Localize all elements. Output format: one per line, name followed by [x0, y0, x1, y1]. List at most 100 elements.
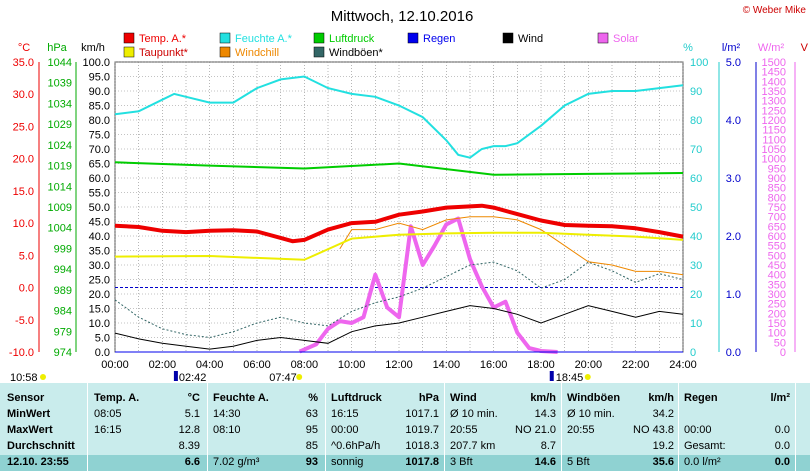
moonset-label: 10:58 [10, 372, 38, 383]
hum-tick: 30 [690, 260, 702, 272]
hum-time: 14:30 [213, 408, 241, 420]
solar-tick: 350 [768, 279, 786, 291]
legend-swatch [597, 32, 609, 44]
hum-unit: % [683, 42, 693, 54]
press-time: 16:15 [331, 408, 359, 420]
wind-dir: NO 21.0 [515, 424, 556, 436]
solar-tick: 550 [768, 241, 786, 253]
x-tick-label: 02:00 [149, 359, 177, 371]
solar-tick: 650 [768, 221, 786, 233]
x-tick-label: 20:00 [575, 359, 603, 371]
temp-value: 5.1 [184, 408, 200, 420]
rain-value: 0.0 [774, 440, 790, 452]
hum-time: 08:10 [213, 424, 241, 436]
header-hum: Feuchte A. [213, 392, 269, 404]
solar-tick: 50 [774, 337, 786, 349]
solar-tick: 1000 [762, 154, 786, 166]
press-tick: 1034 [48, 98, 72, 110]
solar-tick: 500 [768, 250, 786, 262]
current-row-bg [0, 455, 810, 471]
solar-tick: 1500 [762, 57, 786, 69]
hum-tick: 90 [690, 86, 702, 98]
press-tick: 984 [54, 306, 72, 318]
x-tick-label: 16:00 [480, 359, 508, 371]
solar-tick: 900 [768, 173, 786, 185]
press-tick: 974 [54, 347, 72, 359]
x-tick-label: 18:00 [527, 359, 555, 371]
hum-tick: 20 [690, 289, 702, 301]
legend-label: Luftdruck [329, 33, 375, 45]
temp-value: 6.6 [184, 456, 200, 468]
press-tick: 1044 [48, 57, 72, 69]
temp-tick: -5.0 [15, 315, 34, 327]
temp-tick: 25.0 [13, 121, 34, 133]
header-press-unit: hPa [418, 392, 439, 404]
hum-value: 85 [305, 440, 318, 452]
temp-tick: 35.0 [13, 57, 34, 69]
wind-tick: 40.0 [89, 231, 110, 243]
wind-tick: 45.0 [89, 217, 110, 229]
moon-icon [40, 374, 46, 380]
solar-tick: 1400 [762, 76, 786, 88]
solar-tick: 600 [768, 231, 786, 243]
x-tick-label: 12:00 [385, 359, 413, 371]
gust-dir: NO 43.8 [633, 424, 674, 436]
col-sep [207, 383, 208, 471]
wind-time: Ø 10 min. [450, 408, 498, 420]
temperature-line [114, 203, 684, 244]
press-unit: hPa [47, 42, 67, 54]
sun-row: 10:58 02:42 07:47 18:45 [10, 371, 591, 383]
solar-tick: 400 [768, 270, 786, 282]
gust-value: 34.2 [652, 408, 674, 420]
legend-label: Solar [613, 33, 639, 45]
wind-tick: 0.0 [95, 347, 110, 359]
row-label: MaxWert [7, 424, 53, 436]
solar-tick: 1100 [762, 134, 786, 146]
temp-value: 12.8 [178, 424, 200, 436]
solar-tick: 0 [780, 347, 786, 359]
solar-tick: 700 [768, 212, 786, 224]
legend-label: Regen [423, 33, 455, 45]
gust-time: 5 Bft [567, 456, 590, 468]
press-tick: 1004 [48, 223, 72, 235]
humidity-line [114, 75, 684, 159]
moonrise-label: 02:42 [179, 372, 207, 383]
legend-swatch [219, 32, 231, 44]
header-hum-unit: % [308, 392, 318, 404]
press-tick: 999 [54, 243, 72, 255]
legend-swatch [313, 46, 325, 58]
solar-tick: 850 [768, 183, 786, 195]
temp-time: 16:15 [94, 424, 122, 436]
wind-tick: 75.0 [89, 130, 110, 142]
sunrise-icon [296, 374, 303, 380]
solar-tick: 200 [768, 308, 786, 320]
solar-line [298, 216, 558, 354]
solar-tick: 250 [768, 299, 786, 311]
legend-swatch [123, 46, 135, 58]
wind-tick: 85.0 [89, 101, 110, 113]
moonrise-marker [173, 371, 178, 381]
wind-tick: 35.0 [89, 246, 110, 258]
header-sensor: Sensor [7, 392, 45, 404]
temp-unit: °C [18, 42, 30, 54]
temp-time: 08:05 [94, 408, 122, 420]
press-tick: 994 [54, 264, 72, 276]
temp-tick: 10.0 [13, 218, 34, 230]
col-sep [561, 383, 562, 471]
extra-unit: V [801, 42, 809, 54]
chart-title: Mittwoch, 12.10.2016 [331, 8, 474, 25]
row-label: Durchschnitt [7, 440, 75, 452]
x-tick-label: 22:00 [622, 359, 650, 371]
col-sep [325, 383, 326, 471]
header-wind: Wind [450, 392, 477, 404]
press-tick: 1009 [48, 202, 72, 214]
press-value: 1017.1 [405, 408, 439, 420]
series-layer [114, 75, 684, 354]
press-time: ^0.6hPa/h [331, 440, 381, 452]
hum-tick: 80 [690, 115, 702, 127]
wind-tick: 5.0 [95, 333, 110, 345]
press-time: sonnig [331, 456, 364, 468]
solar-tick: 450 [768, 260, 786, 272]
solar-unit: W/m² [758, 42, 785, 54]
solar-tick: 150 [768, 318, 786, 330]
